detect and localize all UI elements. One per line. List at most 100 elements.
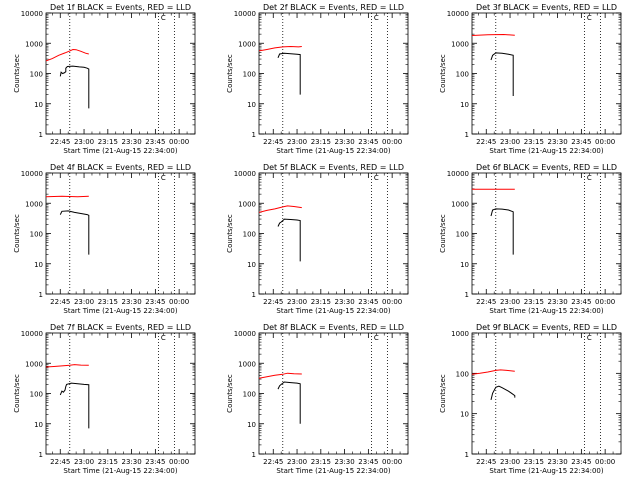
plot-frame xyxy=(258,172,409,295)
plot-frame xyxy=(471,332,622,455)
x-tick-label: 23:30 xyxy=(122,138,142,146)
panel-7: Det 7f BLACK = Events, RED = LLD 1 10 100 10… xyxy=(13,323,196,475)
y-axis-label: Counts/sec xyxy=(13,214,21,253)
x-tick-label: 22:45 xyxy=(50,138,70,146)
x-tick-label: 22:45 xyxy=(476,298,496,306)
x-tick-label: 22:45 xyxy=(50,458,70,466)
panel-title: Det 9f BLACK = Events, RED = LLD xyxy=(476,323,617,332)
panel-2: Det 2f BLACK = Events, RED = LLD 1 10 100 10… xyxy=(226,3,409,155)
x-tick-label: 00:00 xyxy=(169,138,189,146)
series-events-line xyxy=(490,208,514,255)
y-axis-label: Counts/sec xyxy=(226,214,234,253)
x-axis-label: Start Time (21-Aug-15 22:34:00) xyxy=(276,147,390,155)
x-axis-label: Start Time (21-Aug-15 22:34:00) xyxy=(276,307,390,315)
y-tick-label: 10000 xyxy=(21,10,43,18)
x-tick-label: 00:00 xyxy=(382,138,402,146)
y-tick-label: 10000 xyxy=(447,10,469,18)
panel-1: Det 1f BLACK = Events, RED = LLD 1 10 100 10… xyxy=(13,3,196,155)
x-tick-label: 00:00 xyxy=(169,458,189,466)
y-axis-label: Counts/sec xyxy=(13,54,21,93)
y-tick-label: 1000 xyxy=(25,200,43,208)
x-tick-label: 22:45 xyxy=(263,298,283,306)
y-tick-label: 100 xyxy=(456,370,469,378)
series-events-line xyxy=(277,381,301,424)
x-tick-label: 23:45 xyxy=(358,298,378,306)
y-axis-label: Counts/sec xyxy=(439,374,447,413)
y-tick-label: 10 xyxy=(34,261,43,269)
panel-8: Det 8f BLACK = Events, RED = LLD 1 10 100 10… xyxy=(226,323,409,475)
x-tick-label: 23:45 xyxy=(145,138,165,146)
panel-title: Det 8f BLACK = Events, RED = LLD xyxy=(263,323,404,332)
marker-label: C xyxy=(161,14,166,22)
x-tick-label: 23:45 xyxy=(145,458,165,466)
y-tick-label: 10 xyxy=(460,411,469,419)
marker-label: C xyxy=(161,174,166,182)
x-tick-label: 23:15 xyxy=(524,298,544,306)
panel-title: Det 4f BLACK = Events, RED = LLD xyxy=(50,163,191,172)
y-tick-label: 1 xyxy=(465,131,469,139)
y-tick-label: 1 xyxy=(39,451,43,459)
x-tick-label: 23:30 xyxy=(122,298,142,306)
x-axis-label: Start Time (21-Aug-15 22:34:00) xyxy=(489,467,603,475)
x-tick-label: 23:15 xyxy=(98,458,118,466)
series-events-line xyxy=(490,52,514,96)
x-tick-label: 23:30 xyxy=(548,458,568,466)
series-lld-line xyxy=(259,45,302,52)
x-axis-label: Start Time (21-Aug-15 22:34:00) xyxy=(489,307,603,315)
y-tick-label: 10000 xyxy=(234,170,256,178)
series-events-line xyxy=(277,52,301,95)
x-tick-label: 00:00 xyxy=(382,458,402,466)
plot-frame xyxy=(45,12,196,135)
y-tick-label: 1000 xyxy=(238,200,256,208)
panel-title: Det 2f BLACK = Events, RED = LLD xyxy=(263,3,404,12)
y-tick-label: 1 xyxy=(465,291,469,299)
marker-label: C xyxy=(374,14,379,22)
y-axis-label: Counts/sec xyxy=(226,374,234,413)
panel-title: Det 7f BLACK = Events, RED = LLD xyxy=(50,323,191,332)
x-tick-label: 23:00 xyxy=(287,138,307,146)
y-tick-label: 10000 xyxy=(234,330,256,338)
panel-6: Det 6f BLACK = Events, RED = LLD 1 10 100 10… xyxy=(439,163,622,315)
x-tick-label: 23:00 xyxy=(500,138,520,146)
y-tick-label: 1 xyxy=(252,451,256,459)
x-axis-label: Start Time (21-Aug-15 22:34:00) xyxy=(63,467,177,475)
marker-label: C xyxy=(161,334,166,342)
y-tick-label: 1000 xyxy=(25,360,43,368)
y-tick-label: 10 xyxy=(460,261,469,269)
x-axis-label: Start Time (21-Aug-15 22:34:00) xyxy=(276,467,390,475)
y-axis-label: Counts/sec xyxy=(439,54,447,93)
x-tick-label: 23:30 xyxy=(335,298,355,306)
series-lld-line xyxy=(259,372,302,379)
x-tick-label: 23:15 xyxy=(311,458,331,466)
y-tick-label: 100 xyxy=(456,231,469,239)
y-axis-label: Counts/sec xyxy=(439,214,447,253)
x-tick-label: 23:00 xyxy=(500,458,520,466)
y-tick-label: 10 xyxy=(247,261,256,269)
x-tick-label: 23:30 xyxy=(122,458,142,466)
y-tick-label: 1 xyxy=(465,451,469,459)
x-tick-label: 23:00 xyxy=(74,458,94,466)
plot-frame xyxy=(258,332,409,455)
series-lld-line xyxy=(46,48,89,62)
y-tick-label: 1000 xyxy=(238,360,256,368)
y-tick-label: 1 xyxy=(252,131,256,139)
x-tick-label: 00:00 xyxy=(169,298,189,306)
x-tick-label: 23:15 xyxy=(311,138,331,146)
panel-4: Det 4f BLACK = Events, RED = LLD 1 10 100 10… xyxy=(13,163,196,315)
series-lld-line xyxy=(46,364,89,368)
x-tick-label: 23:00 xyxy=(287,458,307,466)
y-tick-label: 10 xyxy=(460,101,469,109)
y-tick-label: 1 xyxy=(252,291,256,299)
series-events-line xyxy=(59,65,90,109)
series-lld-line xyxy=(472,33,515,36)
y-tick-label: 1 xyxy=(39,131,43,139)
panel-title: Det 1f BLACK = Events, RED = LLD xyxy=(50,3,191,12)
panel-9: Det 9f BLACK = Events, RED = LLD 1 10 100 10… xyxy=(439,323,622,475)
x-tick-label: 00:00 xyxy=(595,458,615,466)
marker-label: C xyxy=(374,334,379,342)
x-axis-label: Start Time (21-Aug-15 22:34:00) xyxy=(63,307,177,315)
x-tick-label: 23:30 xyxy=(335,138,355,146)
y-tick-label: 100 xyxy=(30,71,43,79)
series-events-line xyxy=(59,382,90,429)
